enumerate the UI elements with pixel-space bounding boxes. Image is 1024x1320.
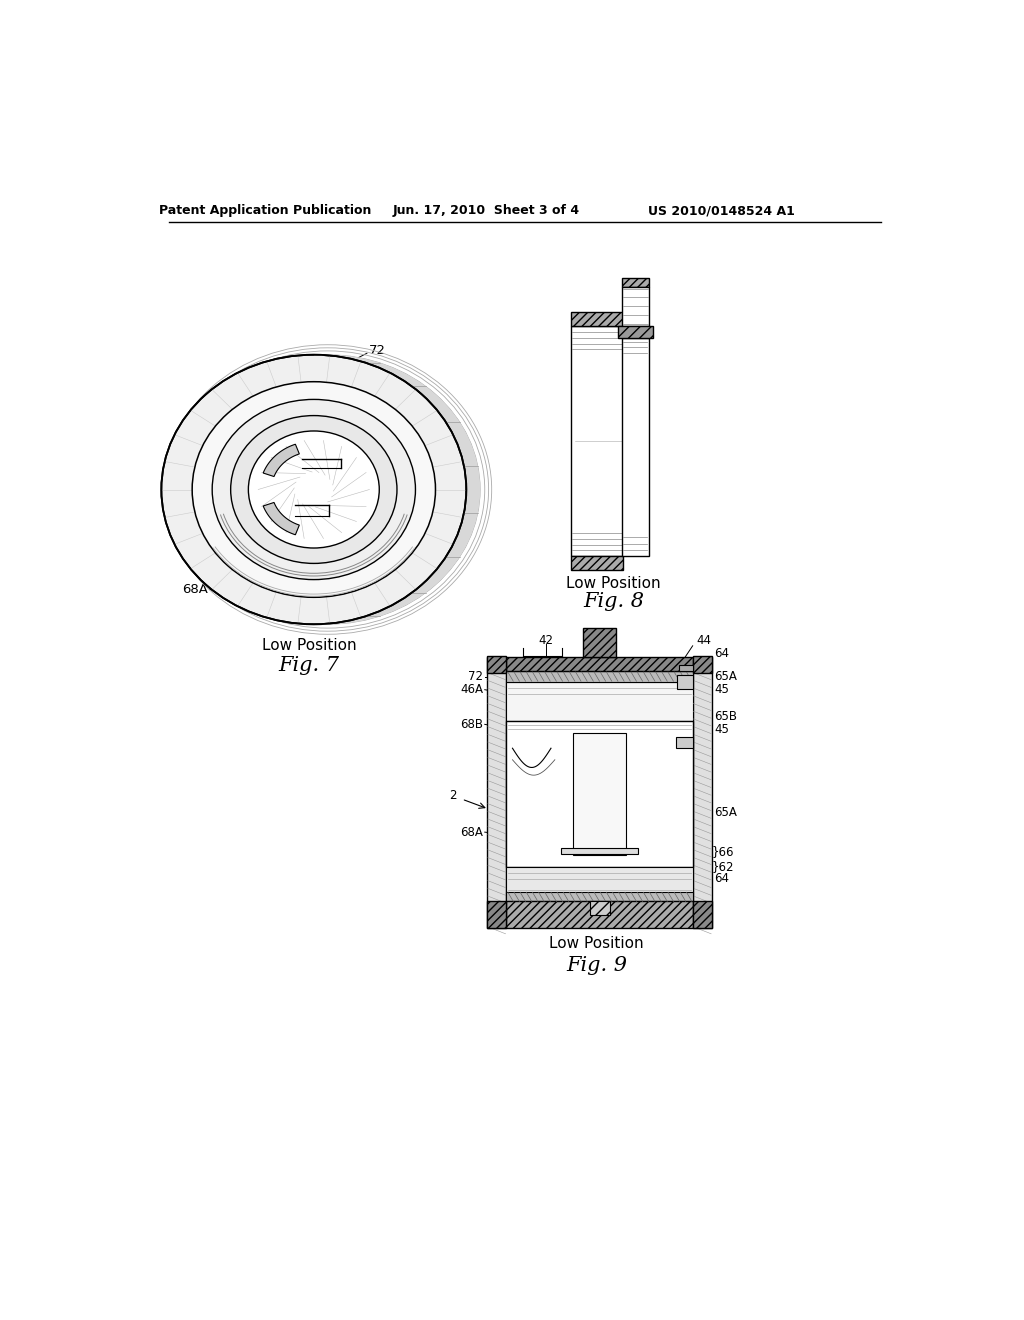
Text: 72: 72: [370, 345, 386, 358]
Bar: [622, 277, 649, 286]
Text: Fig. 9: Fig. 9: [566, 956, 627, 975]
Text: 46A: 46A: [460, 684, 483, 696]
Text: 68A: 68A: [461, 825, 483, 838]
Ellipse shape: [162, 355, 466, 624]
Bar: [677, 675, 692, 689]
Text: 44: 44: [508, 891, 523, 904]
Text: }66: }66: [712, 845, 734, 858]
Bar: [506, 657, 692, 671]
Text: 68A: 68A: [181, 583, 208, 597]
Text: 45: 45: [714, 684, 729, 696]
Ellipse shape: [193, 381, 435, 597]
Bar: [622, 338, 649, 557]
Bar: [617, 326, 652, 338]
Bar: [571, 557, 624, 570]
Text: 68B: 68B: [460, 718, 483, 731]
Bar: [506, 867, 692, 902]
Bar: [584, 628, 615, 657]
Bar: [571, 326, 624, 557]
Text: 4: 4: [373, 498, 381, 512]
Text: 68B: 68B: [229, 391, 255, 404]
Text: Fig. 7: Fig. 7: [279, 656, 340, 675]
Text: 64: 64: [714, 647, 729, 660]
Bar: [506, 902, 692, 928]
Bar: [676, 737, 692, 748]
Text: Low Position: Low Position: [549, 936, 644, 952]
Bar: [487, 656, 506, 673]
Bar: [692, 902, 712, 928]
Polygon shape: [263, 445, 299, 477]
Text: 65A: 65A: [714, 671, 737, 684]
Bar: [506, 682, 692, 721]
Ellipse shape: [230, 416, 397, 564]
Text: 65A: 65A: [714, 807, 737, 820]
Bar: [572, 733, 627, 855]
Text: 4: 4: [586, 459, 595, 474]
Bar: [487, 902, 506, 928]
Text: 45: 45: [202, 467, 219, 480]
Text: 65A: 65A: [221, 409, 248, 422]
Text: 6: 6: [432, 486, 441, 500]
Text: 6: 6: [631, 437, 639, 450]
Bar: [506, 892, 692, 902]
Ellipse shape: [212, 400, 416, 579]
Text: 65B: 65B: [714, 710, 737, 723]
Text: Jun. 17, 2010  Sheet 3 of 4: Jun. 17, 2010 Sheet 3 of 4: [393, 205, 580, 218]
Bar: [487, 657, 506, 928]
Text: 44: 44: [696, 634, 712, 647]
Text: 45: 45: [714, 723, 729, 737]
Polygon shape: [313, 355, 480, 624]
Polygon shape: [263, 503, 299, 535]
Text: Low Position: Low Position: [262, 639, 356, 653]
Ellipse shape: [249, 430, 379, 548]
Bar: [590, 902, 609, 915]
Text: Low Position: Low Position: [566, 576, 660, 591]
Text: 64: 64: [714, 871, 729, 884]
Text: }62: }62: [712, 861, 734, 874]
Bar: [692, 657, 712, 928]
Text: 6: 6: [580, 737, 588, 750]
Text: 2: 2: [449, 788, 456, 801]
Bar: [679, 665, 692, 671]
Text: 72: 72: [468, 671, 483, 684]
Text: Patent Application Publication: Patent Application Publication: [159, 205, 372, 218]
Bar: [622, 286, 649, 326]
Text: 4: 4: [514, 760, 522, 774]
Bar: [561, 847, 638, 854]
Bar: [692, 656, 712, 673]
Bar: [506, 671, 692, 682]
Text: 42: 42: [539, 634, 554, 647]
Bar: [506, 721, 692, 867]
Text: 65B: 65B: [185, 545, 211, 557]
Bar: [571, 313, 624, 326]
Text: US 2010/0148524 A1: US 2010/0148524 A1: [648, 205, 796, 218]
Text: Fig. 8: Fig. 8: [583, 591, 644, 611]
